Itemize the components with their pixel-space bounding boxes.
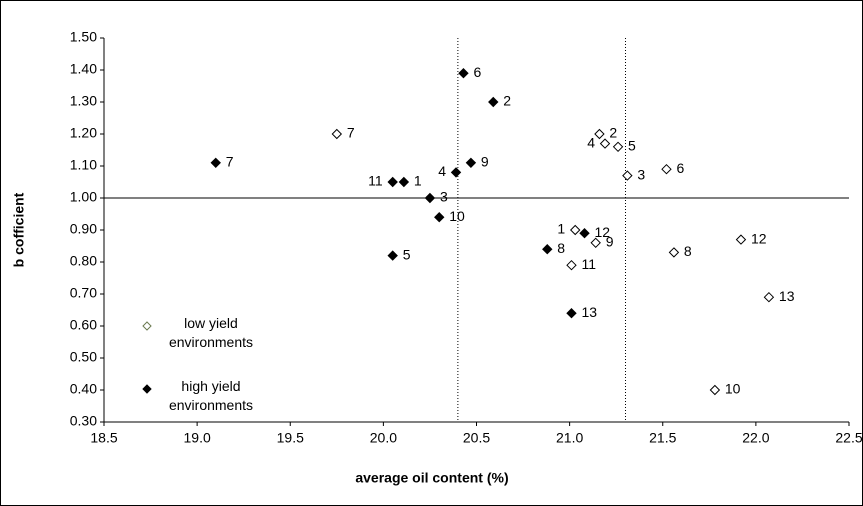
point-label: 9 — [606, 234, 614, 250]
point-label: 5 — [403, 246, 411, 262]
y-tick-label: 0.50 — [70, 349, 97, 365]
y-axis-title: b cofficient — [11, 192, 27, 267]
data-point — [566, 307, 577, 319]
legend-label: high yield environments — [168, 378, 254, 413]
y-tick-label: 0.70 — [70, 285, 97, 301]
y-tick-label: 1.10 — [70, 157, 97, 173]
y-tick-label: 1.50 — [70, 29, 97, 45]
data-point — [709, 384, 721, 396]
x-tick-label: 18.5 — [90, 430, 117, 446]
data-point — [424, 192, 436, 204]
point-label: 10 — [449, 208, 465, 224]
y-tick-label: 0.90 — [70, 221, 97, 237]
data-point — [735, 234, 747, 245]
point-label: 2 — [503, 93, 511, 109]
point-label: 10 — [725, 381, 741, 397]
x-tick-label: 19.5 — [277, 430, 304, 446]
point-label: 5 — [628, 138, 636, 154]
data-point — [579, 227, 590, 239]
point-label: 1 — [414, 173, 422, 189]
data-point — [763, 291, 775, 303]
x-tick-label: 21.5 — [649, 430, 676, 446]
plot-area — [104, 38, 849, 422]
point-label: 7 — [347, 125, 355, 141]
y-tick-label: 1.20 — [70, 125, 97, 141]
data-point — [387, 250, 398, 261]
data-point — [570, 224, 581, 236]
point-label: 11 — [368, 173, 383, 189]
point-label: 7 — [226, 154, 234, 170]
data-point — [599, 138, 611, 149]
data-point — [542, 243, 553, 255]
x-tick-label: 20.0 — [370, 430, 397, 446]
point-label: 4 — [438, 163, 446, 179]
data-point — [331, 128, 343, 140]
x-axis-title: average oil content (%) — [355, 470, 508, 486]
y-tick-label: 0.60 — [70, 317, 97, 333]
point-label: 2 — [609, 125, 617, 141]
point-label: 8 — [557, 240, 565, 256]
data-point — [458, 67, 469, 79]
data-point — [594, 128, 605, 140]
data-point — [434, 211, 445, 223]
x-tick-label: 22.5 — [835, 430, 862, 446]
data-point — [465, 157, 477, 169]
point-label: 8 — [684, 243, 692, 259]
legend-label: low yield environments — [168, 315, 254, 350]
x-tick-label: 20.5 — [463, 430, 490, 446]
data-point — [450, 167, 462, 178]
data-point — [661, 163, 672, 175]
x-tick-label: 19.0 — [184, 430, 211, 446]
x-tick-label: 22.0 — [742, 430, 769, 446]
data-point — [668, 247, 680, 258]
point-label: 9 — [481, 154, 489, 170]
legend-marker — [142, 384, 152, 394]
data-point — [590, 237, 601, 249]
y-tick-label: 1.00 — [70, 189, 97, 205]
legend-marker — [142, 321, 152, 331]
y-tick-label: 1.30 — [70, 93, 97, 109]
point-label: 6 — [676, 160, 684, 176]
point-label: 11 — [581, 256, 596, 272]
data-point — [622, 170, 633, 181]
data-point — [387, 176, 398, 188]
point-label: 13 — [779, 288, 795, 304]
y-tick-label: 0.30 — [70, 413, 97, 429]
data-point — [398, 176, 410, 188]
point-label: 3 — [637, 166, 645, 182]
point-label: 13 — [581, 304, 597, 320]
data-point — [612, 141, 624, 153]
data-point — [210, 157, 221, 169]
y-tick-label: 0.40 — [70, 381, 97, 397]
point-label: 12 — [595, 224, 611, 240]
point-label: 12 — [751, 230, 767, 246]
y-tick-label: 1.40 — [70, 61, 97, 77]
point-label: 1 — [557, 221, 565, 237]
point-label: 4 — [587, 134, 595, 150]
y-tick-label: 0.80 — [70, 253, 97, 269]
data-point — [566, 259, 577, 271]
point-label: 6 — [473, 64, 481, 80]
x-tick-label: 21.0 — [556, 430, 583, 446]
data-point — [488, 96, 499, 108]
point-label: 3 — [440, 189, 448, 205]
